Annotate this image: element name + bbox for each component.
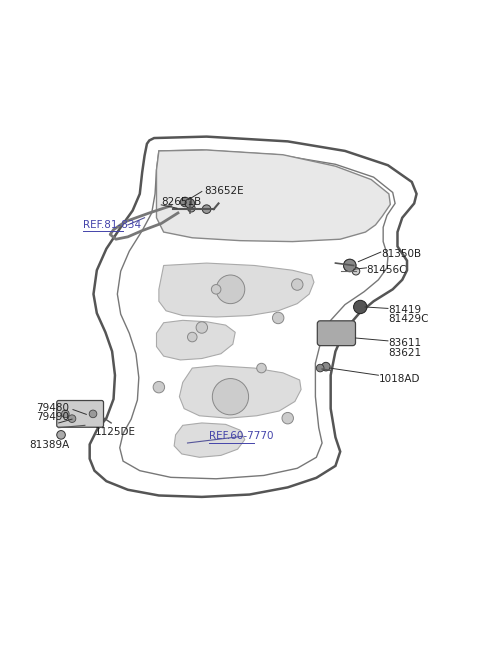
Text: 81429C: 81429C (388, 314, 429, 324)
Text: 81419: 81419 (388, 305, 421, 315)
Circle shape (69, 414, 79, 424)
Text: 83621: 83621 (388, 348, 421, 358)
Circle shape (316, 364, 324, 372)
Polygon shape (180, 365, 301, 418)
Circle shape (89, 410, 97, 418)
Circle shape (257, 364, 266, 373)
Text: REF.81-834: REF.81-834 (83, 220, 141, 230)
Text: 83611: 83611 (388, 338, 421, 348)
Circle shape (344, 259, 356, 272)
Circle shape (211, 284, 221, 294)
Circle shape (57, 430, 65, 439)
Circle shape (188, 204, 195, 212)
Circle shape (180, 197, 190, 207)
Circle shape (322, 362, 330, 371)
Circle shape (68, 415, 76, 422)
Circle shape (196, 322, 207, 333)
Circle shape (354, 300, 367, 314)
Circle shape (212, 379, 249, 415)
Polygon shape (159, 263, 314, 317)
Text: 1018AD: 1018AD (378, 373, 420, 384)
Text: 82651B: 82651B (161, 197, 202, 208)
Text: 83652E: 83652E (204, 187, 244, 196)
FancyBboxPatch shape (317, 321, 356, 346)
Circle shape (291, 279, 303, 290)
Circle shape (61, 410, 69, 418)
FancyBboxPatch shape (57, 400, 104, 427)
Polygon shape (156, 150, 390, 242)
Text: 1125DE: 1125DE (95, 426, 135, 436)
Text: REF.60-7770: REF.60-7770 (209, 431, 274, 441)
Circle shape (188, 332, 197, 342)
Text: 79480: 79480 (36, 403, 69, 413)
Circle shape (202, 205, 211, 214)
Circle shape (344, 259, 356, 272)
Circle shape (216, 275, 245, 304)
Text: 81389A: 81389A (29, 440, 69, 451)
Circle shape (185, 198, 195, 208)
Circle shape (273, 312, 284, 324)
Text: 81456C: 81456C (366, 265, 407, 275)
Circle shape (282, 413, 293, 424)
Circle shape (153, 381, 165, 393)
Polygon shape (174, 423, 245, 457)
Circle shape (352, 267, 360, 275)
Text: 79490: 79490 (36, 412, 69, 422)
Text: 81350B: 81350B (381, 248, 421, 259)
Polygon shape (156, 320, 235, 360)
